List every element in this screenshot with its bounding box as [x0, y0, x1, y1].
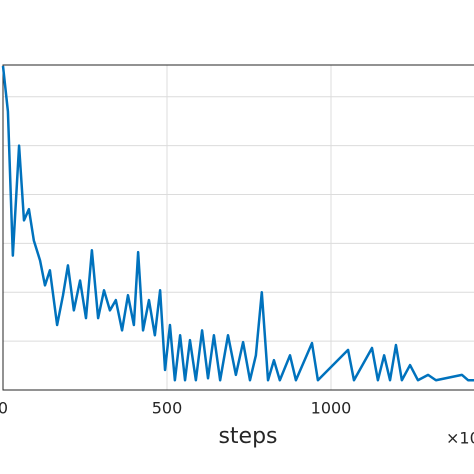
- x-tick-label: 1000: [311, 399, 352, 418]
- x-tick-label: 500: [152, 399, 183, 418]
- plot-frame: [2, 64, 474, 391]
- x-exponent: ×10⁴: [446, 429, 474, 448]
- data-line: [1, 65, 474, 382]
- x-axis-label: steps: [218, 424, 277, 449]
- x-tick-label: 0: [0, 399, 8, 418]
